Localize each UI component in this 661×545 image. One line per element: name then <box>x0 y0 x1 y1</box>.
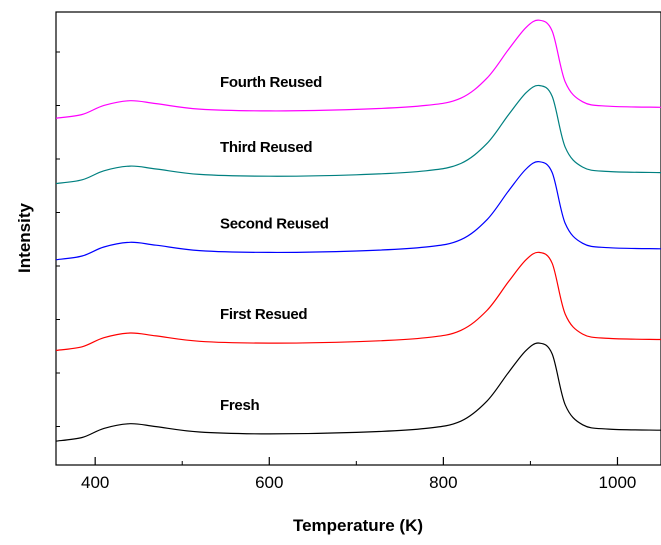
y-axis-title: Intensity <box>15 203 34 273</box>
series-label-second-reused: Second Reused <box>220 215 329 232</box>
y-axis <box>56 51 60 427</box>
series-line-fourth-reused <box>55 19 661 119</box>
x-tick-label-400: 400 <box>81 473 109 492</box>
x-axis-title: Temperature (K) <box>293 516 423 535</box>
series-label-third-reused: Third Reused <box>220 139 312 156</box>
plot-area <box>55 19 661 442</box>
series-label-fourth-reused: Fourth Reused <box>220 74 322 91</box>
series-line-third-reused <box>55 84 661 185</box>
x-tick-label-600: 600 <box>255 473 283 492</box>
x-tick-label-800: 800 <box>429 473 457 492</box>
series-line-second-reused <box>55 161 661 261</box>
plot-frame <box>55 11 661 466</box>
series-labels: Fresh First Resued Second Reused Third Reus… <box>220 74 329 414</box>
series-label-fresh: Fresh <box>220 397 259 414</box>
series-line-first-resued <box>55 251 661 351</box>
x-axis: 400 600 800 1000 <box>81 457 636 492</box>
series-line-fresh <box>55 342 661 442</box>
x-tick-label-1000: 1000 <box>599 473 637 492</box>
series-label-first-resued: First Resued <box>220 306 307 323</box>
